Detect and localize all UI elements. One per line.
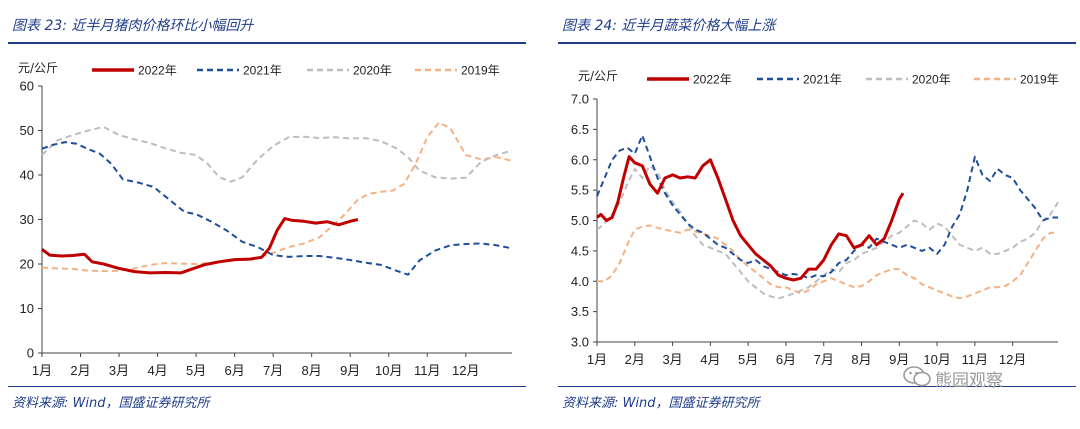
y-tick-label: 30 xyxy=(20,212,34,227)
legend-label: 2021年 xyxy=(803,73,842,87)
x-tick-label: 6月 xyxy=(776,352,796,367)
y-tick-label: 20 xyxy=(20,257,34,272)
y-tick-label: 7.0 xyxy=(571,92,589,107)
y-tick-label: 3.5 xyxy=(571,304,589,319)
y-tick-label: 4.0 xyxy=(571,274,589,289)
watermark: 熊园观察 xyxy=(935,371,1003,391)
chart-title: 图表 24: 近半月蔬菜价格大幅上涨 xyxy=(562,18,776,34)
y-tick-label: 60 xyxy=(20,79,34,94)
chart-panel-pork: 图表 23: 近半月猪肉价格环比小幅回升 0 10 20 30 40 50 60 1月 2月 3月… xyxy=(0,0,530,429)
legend-label: 2022年 xyxy=(693,73,732,87)
y-tick-label: 6.5 xyxy=(571,122,589,137)
series-line-2020年 xyxy=(596,164,1059,300)
y-tick-label: 0 xyxy=(27,346,34,361)
y-unit-label: 元/公斤 xyxy=(578,69,618,83)
y-tick-label: 6.0 xyxy=(571,152,589,167)
series-line-2020年 xyxy=(41,125,513,183)
y-tick-label: 5.5 xyxy=(571,183,589,198)
series-line-2019年 xyxy=(597,224,1058,300)
vegetable-price-chart: 3.0 3.5 4.0 4.5 5.0 5.5 6.0 6.5 7.0 1月 2月 3月 4月 5月 6月 7… xyxy=(571,69,1059,367)
x-tick-label: 5月 xyxy=(738,352,758,367)
x-tick-label: 11月 xyxy=(962,352,989,367)
y-unit-label: 元/公斤 xyxy=(18,61,58,75)
x-tick-label: 10月 xyxy=(375,363,402,378)
x-tick-label: 7月 xyxy=(263,363,283,378)
x-tick-label: 1月 xyxy=(587,352,607,367)
x-tick-label: 8月 xyxy=(302,363,322,378)
x-tick-label: 2月 xyxy=(625,352,645,367)
x-tick-label: 10月 xyxy=(923,352,950,367)
title-rule xyxy=(558,42,1076,44)
legend-label: 2019年 xyxy=(1020,73,1059,87)
legend-label: 2019年 xyxy=(461,64,500,78)
series-line-2021年 xyxy=(596,134,1058,280)
source-rule xyxy=(558,386,1076,387)
x-tick-label: 11月 xyxy=(414,363,441,378)
x-tick-label: 7月 xyxy=(814,352,834,367)
y-tick-label: 3.0 xyxy=(571,335,589,350)
x-tick-label: 5月 xyxy=(186,363,206,378)
x-tick-label: 1月 xyxy=(32,363,52,378)
x-tick-label: 6月 xyxy=(225,363,245,378)
y-tick-label: 10 xyxy=(20,301,34,316)
legend-label: 2020年 xyxy=(353,64,392,78)
chart-title: 图表 23: 近半月猪肉价格环比小幅回升 xyxy=(12,18,254,34)
x-tick-label: 8月 xyxy=(851,352,871,367)
x-tick-label: 4月 xyxy=(700,352,720,367)
y-tick-label: 50 xyxy=(20,123,34,138)
x-tick-label: 3月 xyxy=(662,352,682,367)
y-tick-label: 4.5 xyxy=(571,243,589,258)
series-line-2022年 xyxy=(41,217,359,275)
wechat-icon xyxy=(903,366,931,387)
legend-label: 2022年 xyxy=(138,64,177,78)
x-tick-label: 4月 xyxy=(147,363,167,378)
source-note: 资料来源: Wind，国盛证券研究所 xyxy=(12,396,210,411)
series-line-2022年 xyxy=(596,155,905,282)
series-line-2021年 xyxy=(41,141,513,276)
pork-price-chart: 0 10 20 30 40 50 60 1月 2月 3月 4月 5月 6月 7月 8月 9月 10月 11月 12月… xyxy=(18,61,513,378)
x-tick-label: 3月 xyxy=(109,363,129,378)
y-tick-label: 5.0 xyxy=(571,213,589,228)
legend-label: 2020年 xyxy=(912,73,951,87)
legend-label: 2021年 xyxy=(243,64,282,78)
x-tick-label: 12月 xyxy=(999,352,1026,367)
source-note: 资料来源: Wind，国盛证券研究所 xyxy=(562,396,760,411)
title-rule xyxy=(8,42,526,44)
y-tick-label: 40 xyxy=(20,168,34,183)
x-tick-label: 12月 xyxy=(452,363,479,378)
x-tick-label: 9月 xyxy=(889,352,909,367)
x-tick-label: 9月 xyxy=(340,363,360,378)
chart-panel-vegetable: 图表 24: 近半月蔬菜价格大幅上涨 3.0 3.5 4.0 4.5 5.0 5.5 6.0… xyxy=(550,0,1080,429)
x-tick-label: 2月 xyxy=(70,363,90,378)
source-rule xyxy=(8,386,526,387)
